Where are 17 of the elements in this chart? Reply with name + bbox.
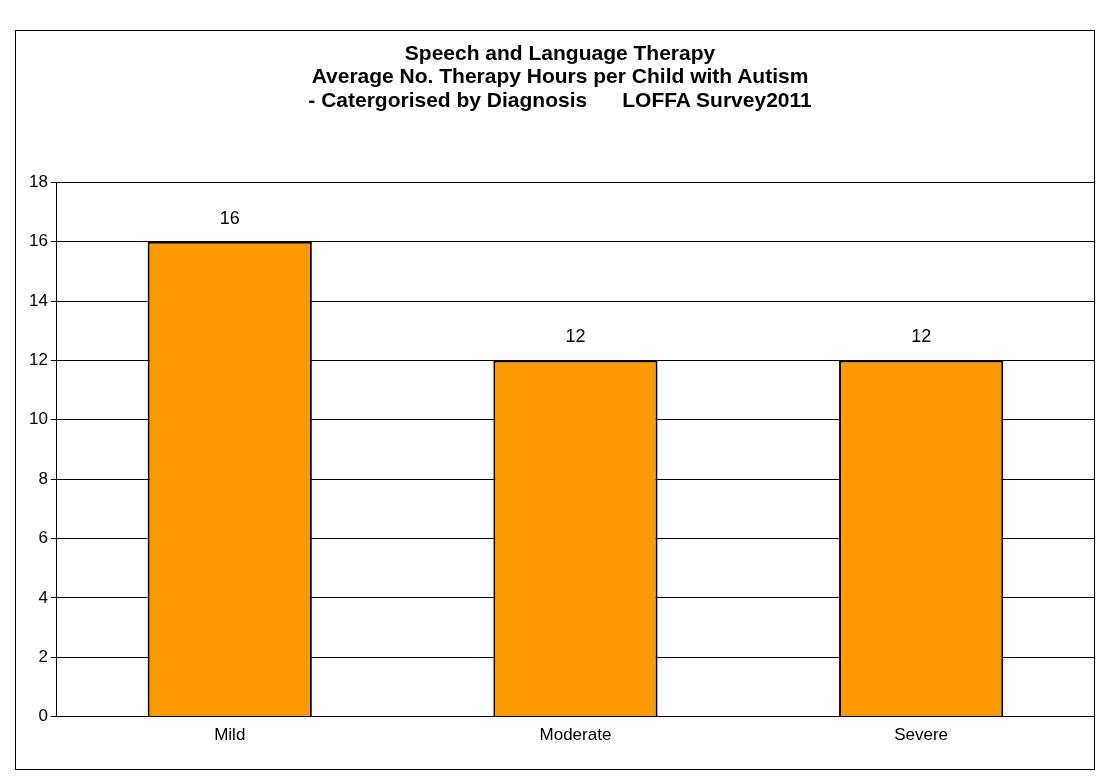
- y-tick-label: 4: [38, 587, 48, 607]
- y-tick-label: 0: [38, 706, 48, 726]
- data-label: 16: [219, 207, 240, 228]
- y-tick-label: 2: [38, 646, 48, 666]
- x-tick-label: Moderate: [539, 725, 612, 745]
- y-tick-label: 10: [28, 409, 48, 429]
- chart-title: Speech and Language Therapy Average No. Therapy Hours per Child with Autism - Catergorised by Diagnosis LOFFA Survey2011: [308, 41, 813, 111]
- x-tick-label: Mild: [214, 725, 246, 745]
- y-tick-label: 6: [38, 528, 48, 548]
- y-tick-label: 18: [28, 171, 48, 191]
- y-tick-label: 16: [28, 231, 48, 251]
- y-tick-label: 14: [28, 290, 48, 310]
- data-label: 12: [911, 326, 932, 347]
- y-tick-label: 12: [28, 350, 48, 370]
- x-tick-label: Severe: [894, 725, 949, 745]
- y-tick-label: 8: [38, 468, 48, 488]
- data-label: 12: [565, 326, 586, 347]
